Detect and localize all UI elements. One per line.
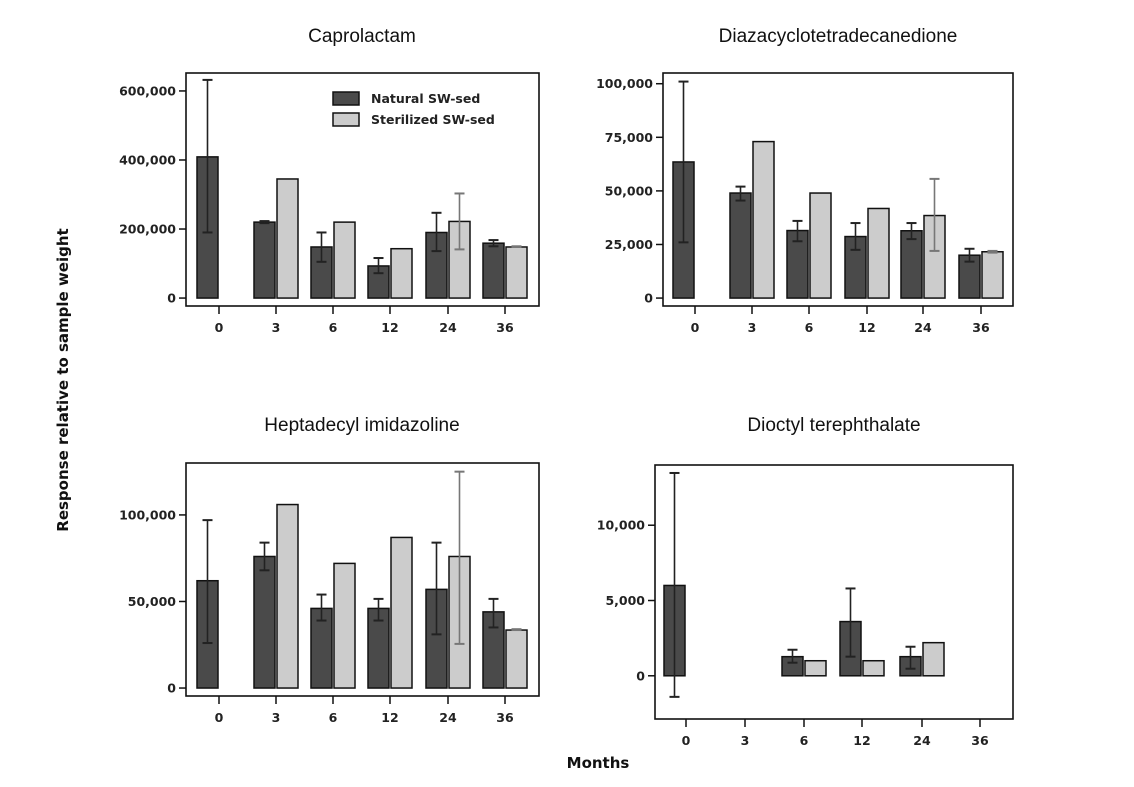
bar-sterilized-3 xyxy=(276,503,299,689)
x-tick-label: 6 xyxy=(329,710,338,725)
y-tick-label: 25,000 xyxy=(605,237,654,252)
x-tick-label: 12 xyxy=(853,733,870,748)
bar-sterilized-6 xyxy=(333,221,356,299)
bar-sterilized-12 xyxy=(862,659,885,677)
x-tick-label: 36 xyxy=(496,320,514,335)
bar-sterilized-3 xyxy=(276,178,299,299)
bar-sterilized-36 xyxy=(505,246,528,299)
bar-sterilized-36 xyxy=(505,629,528,689)
x-tick-label: 3 xyxy=(741,733,750,748)
y-tick-label: 50,000 xyxy=(605,183,654,198)
plot-frame xyxy=(662,72,1014,307)
legend: Natural SW-sed Sterilized SW-sed xyxy=(332,91,495,127)
chart-title: Diazacyclotetradecanedione xyxy=(719,26,958,47)
x-tick-label: 6 xyxy=(329,320,338,335)
x-tick-label: 24 xyxy=(439,710,457,725)
x-tick-label: 12 xyxy=(381,710,398,725)
bar-sterilized-3 xyxy=(752,140,775,299)
y-tick-label: 50,000 xyxy=(128,594,177,609)
bar-natural-3 xyxy=(253,221,276,299)
x-tick-label: 24 xyxy=(913,733,931,748)
x-tick-label: 0 xyxy=(215,320,224,335)
y-tick-label: 10,000 xyxy=(597,518,646,533)
bar-natural-3 xyxy=(729,192,752,299)
y-tick-label: 0 xyxy=(644,291,653,306)
x-tick-label: 0 xyxy=(682,733,691,748)
x-tick-label: 12 xyxy=(381,320,398,335)
x-tick-label: 12 xyxy=(858,320,875,335)
plot-frame xyxy=(654,464,1014,720)
x-axis-label: Months xyxy=(567,754,630,772)
y-axis-label: Response relative to sample weight xyxy=(54,228,72,531)
x-tick-label: 36 xyxy=(972,320,990,335)
bar-natural-3 xyxy=(253,555,276,689)
bar-sterilized-6 xyxy=(804,659,827,677)
x-tick-label: 6 xyxy=(800,733,809,748)
x-tick-label: 24 xyxy=(439,320,457,335)
bar-sterilized-6 xyxy=(333,562,356,689)
plot-frame xyxy=(185,72,540,307)
y-tick-label: 75,000 xyxy=(605,130,654,145)
x-tick-label: 3 xyxy=(748,320,757,335)
y-tick-label: 200,000 xyxy=(119,222,176,237)
y-tick-label: 0 xyxy=(636,668,645,683)
x-tick-label: 0 xyxy=(215,710,224,725)
x-tick-label: 24 xyxy=(914,320,932,335)
y-tick-label: 0 xyxy=(167,681,176,696)
bar-sterilized-12 xyxy=(390,247,413,299)
x-tick-label: 6 xyxy=(805,320,814,335)
x-tick-label: 3 xyxy=(272,710,281,725)
bar-sterilized-6 xyxy=(809,192,832,299)
bar-sterilized-12 xyxy=(390,536,413,689)
bar-natural-24 xyxy=(900,230,923,299)
chart-title: Heptadecyl imidazoline xyxy=(264,415,459,436)
y-tick-label: 400,000 xyxy=(119,152,176,167)
y-tick-label: 100,000 xyxy=(119,507,176,522)
x-tick-label: 36 xyxy=(971,733,989,748)
legend-swatch-natural xyxy=(332,91,360,106)
legend-swatch-sterilized xyxy=(332,112,360,127)
y-tick-label: 600,000 xyxy=(119,83,176,98)
x-tick-label: 0 xyxy=(691,320,700,335)
y-tick-label: 100,000 xyxy=(596,76,653,91)
chart-title: Dioctyl terephthalate xyxy=(747,415,920,436)
bar-sterilized-12 xyxy=(867,207,890,299)
x-tick-label: 36 xyxy=(496,710,514,725)
bar-sterilized-24 xyxy=(922,641,945,677)
chart-panel-2: Diazacyclotetradecanedione 0 25,000 50,000 7… xyxy=(596,26,1014,335)
legend-label: Sterilized SW-sed xyxy=(371,112,495,127)
y-tick-label: 5,000 xyxy=(605,593,645,608)
legend-label: Natural SW-sed xyxy=(371,91,480,106)
chart-title: Caprolactam xyxy=(308,26,416,47)
bar-sterilized-36 xyxy=(981,251,1004,299)
x-tick-label: 3 xyxy=(272,320,281,335)
plot-frame xyxy=(185,462,540,697)
bar-natural-36 xyxy=(482,242,505,299)
y-tick-label: 0 xyxy=(167,291,176,306)
